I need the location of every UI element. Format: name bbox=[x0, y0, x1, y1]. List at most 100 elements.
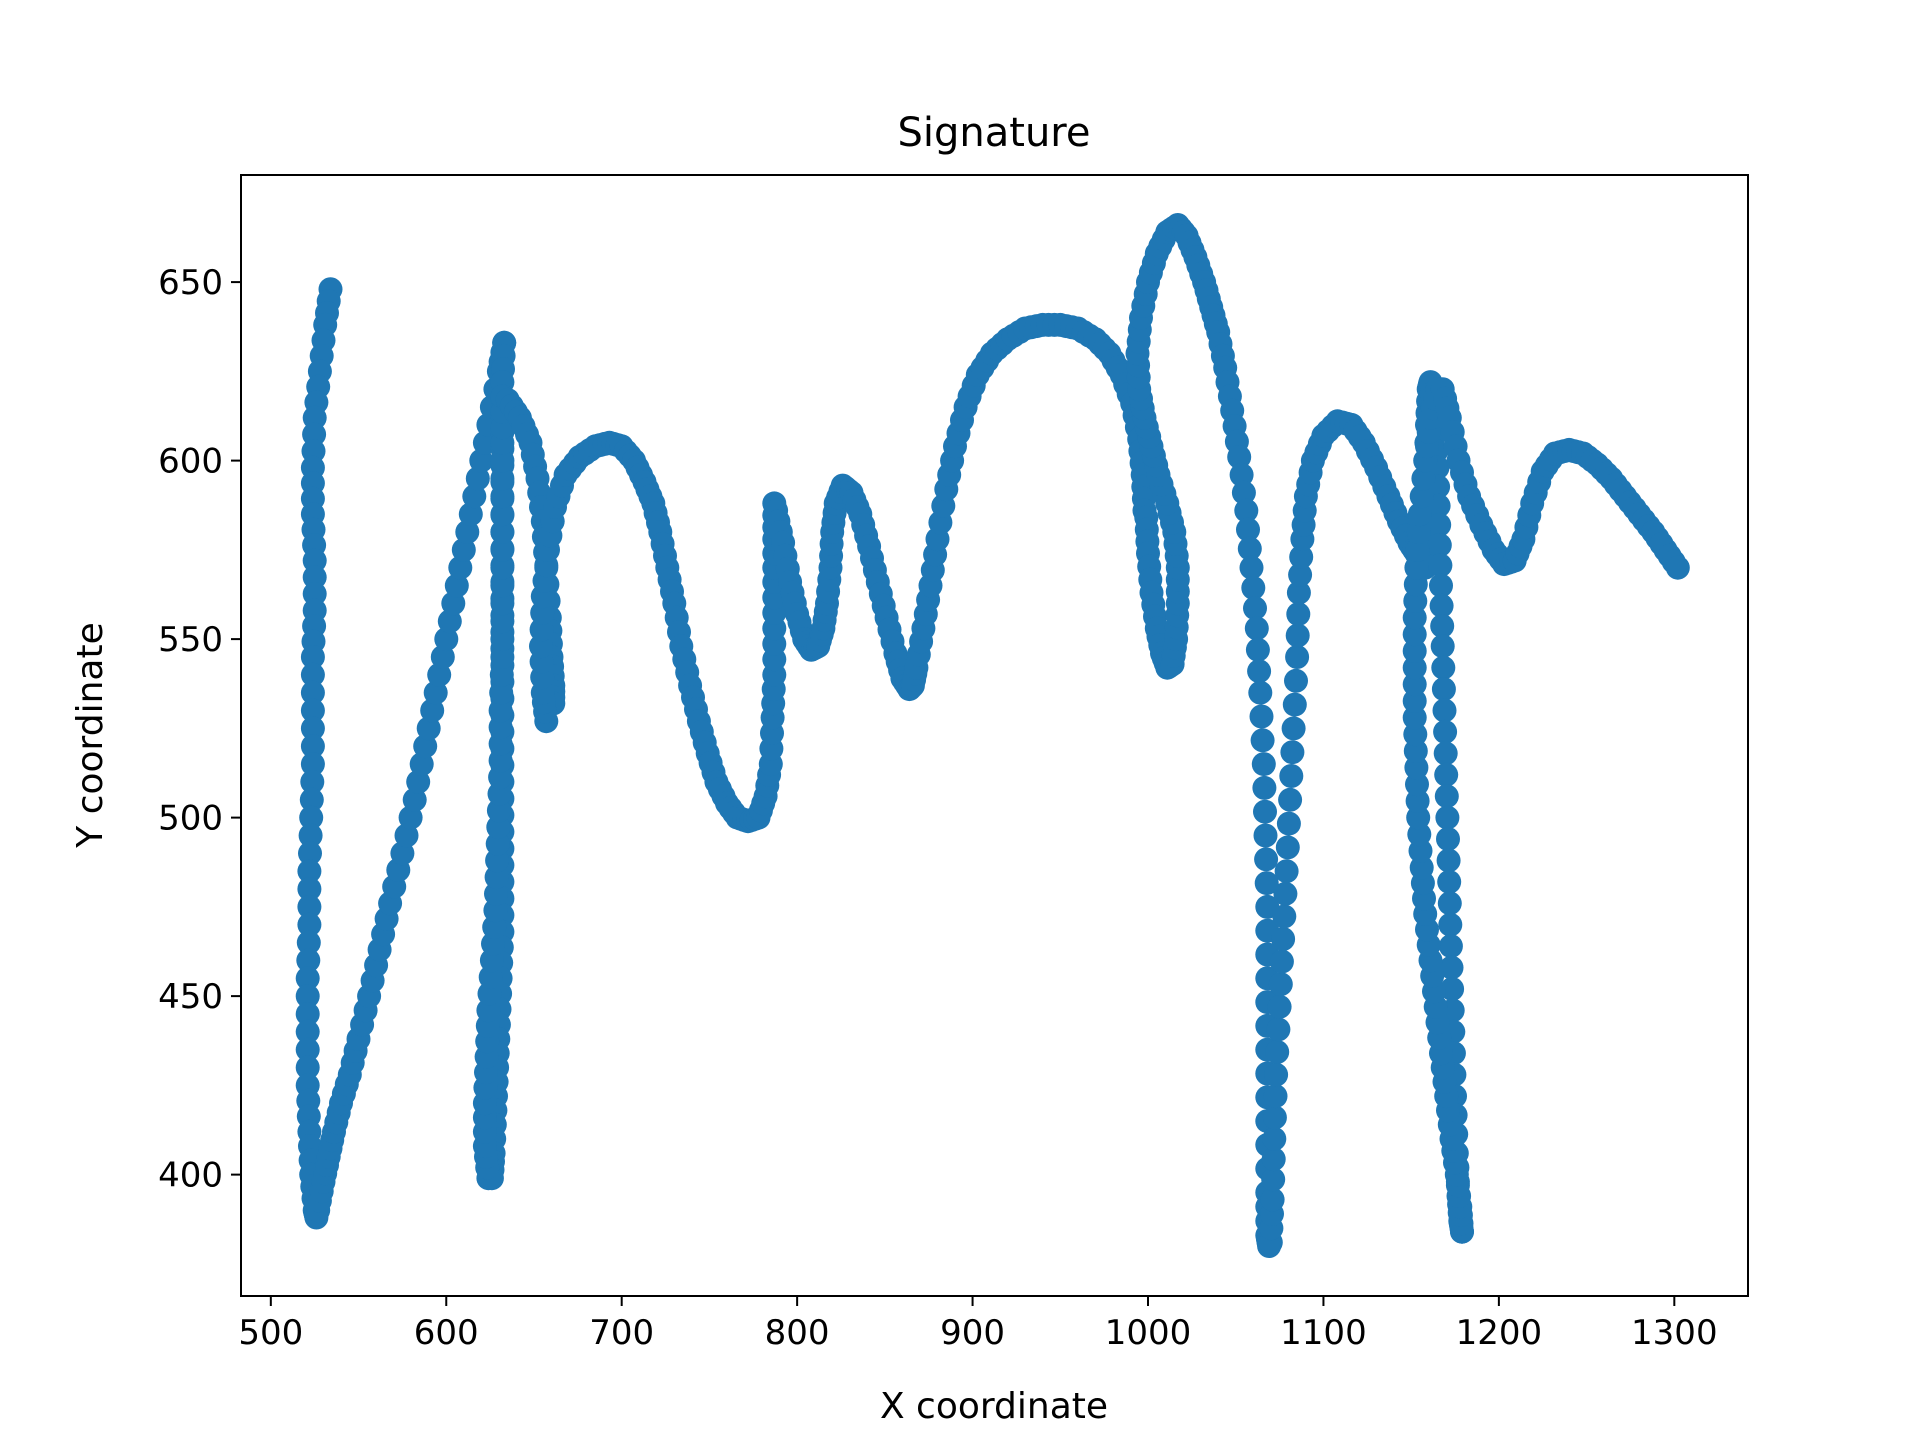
scatter-point bbox=[300, 698, 325, 723]
scatter-point bbox=[1231, 480, 1256, 505]
scatter-point bbox=[1254, 871, 1279, 896]
scatter-point bbox=[448, 555, 473, 580]
scatter-point bbox=[1253, 799, 1277, 824]
scatter-point bbox=[1271, 927, 1296, 951]
plot-marks bbox=[295, 213, 1690, 1258]
scatter-point bbox=[1278, 787, 1303, 812]
scatter-point bbox=[465, 466, 490, 491]
scatter-point bbox=[1249, 704, 1274, 729]
x-axis-ticks: 500 600 700 800 900 1000 1100 1200 1300 bbox=[238, 1296, 1718, 1353]
scatter-point bbox=[490, 645, 515, 669]
scatter-point bbox=[490, 520, 515, 544]
scatter-point bbox=[444, 573, 469, 598]
scatter-point bbox=[1263, 1084, 1288, 1109]
x-tick-label: 600 bbox=[414, 1313, 479, 1353]
scatter-point bbox=[1665, 555, 1690, 580]
scatter-point bbox=[1281, 716, 1306, 741]
scatter-point bbox=[402, 787, 427, 812]
scatter-point bbox=[1436, 827, 1460, 851]
scatter-point bbox=[1250, 728, 1275, 753]
scatter-point bbox=[1433, 719, 1458, 744]
y-tick-label: 450 bbox=[158, 977, 223, 1017]
scatter-point bbox=[490, 537, 515, 562]
scatter-point bbox=[1439, 955, 1464, 980]
scatter-point bbox=[1234, 498, 1259, 523]
scatter-point bbox=[406, 769, 431, 794]
scatter-point bbox=[1275, 835, 1300, 860]
scatter-point bbox=[1237, 536, 1262, 561]
scatter-point bbox=[1284, 668, 1308, 693]
scatter-point bbox=[1280, 740, 1305, 765]
scatter-point bbox=[300, 645, 325, 669]
scatter-point bbox=[413, 734, 438, 759]
scatter-point bbox=[1402, 705, 1427, 730]
scatter-point bbox=[489, 662, 514, 687]
scatter-point bbox=[297, 894, 322, 919]
scatter-point bbox=[490, 573, 515, 598]
scatter-point bbox=[1431, 677, 1456, 702]
scatter-point bbox=[490, 555, 515, 580]
scatter-point bbox=[1227, 445, 1252, 469]
scatter-point bbox=[295, 1037, 320, 1062]
scatter-point bbox=[490, 466, 515, 491]
scatter-point bbox=[1429, 593, 1454, 618]
scatter-point bbox=[1245, 637, 1270, 662]
scatter-point bbox=[300, 769, 325, 794]
scatter-point bbox=[299, 805, 324, 830]
scatter-point bbox=[1253, 823, 1278, 848]
scatter-point bbox=[1411, 466, 1436, 491]
scatter-point bbox=[1262, 1105, 1287, 1130]
scatter-point bbox=[1254, 847, 1279, 872]
scatter-point bbox=[490, 591, 515, 616]
scatter-point bbox=[1429, 573, 1453, 598]
scatter-point bbox=[488, 715, 513, 740]
scatter-point bbox=[296, 930, 321, 955]
scatter-point bbox=[1438, 934, 1463, 959]
scatter-point bbox=[1402, 689, 1427, 713]
scatter-point bbox=[427, 662, 452, 687]
scatter-point bbox=[1434, 762, 1459, 787]
scatter-point bbox=[302, 548, 327, 573]
scatter-point bbox=[1286, 580, 1311, 605]
scatter-point bbox=[1402, 672, 1427, 697]
scatter-point bbox=[490, 448, 515, 473]
scatter-point bbox=[1285, 645, 1310, 669]
scatter-point bbox=[298, 823, 323, 848]
scatter-point bbox=[1440, 977, 1465, 1001]
scatter-point bbox=[469, 448, 494, 473]
x-tick-label: 800 bbox=[765, 1313, 830, 1353]
x-tick-label: 500 bbox=[238, 1313, 303, 1353]
y-tick-label: 600 bbox=[158, 442, 223, 482]
scatter-point bbox=[1432, 698, 1457, 723]
scatter-point bbox=[1252, 775, 1277, 800]
x-tick-label: 1300 bbox=[1631, 1313, 1718, 1353]
scatter-point bbox=[1438, 912, 1463, 937]
scatter-point bbox=[300, 680, 325, 705]
scatter-point bbox=[1427, 512, 1452, 537]
scatter-point bbox=[451, 537, 476, 562]
scatter-point bbox=[302, 565, 327, 590]
chart-title: Signature bbox=[898, 110, 1091, 156]
scatter-point bbox=[1431, 655, 1456, 680]
scatter-point bbox=[1405, 537, 1430, 562]
y-tick-label: 400 bbox=[158, 1156, 223, 1196]
scatter-point bbox=[1268, 972, 1293, 997]
scatter-point bbox=[295, 984, 320, 1009]
scatter-point bbox=[434, 627, 459, 652]
x-tick-label: 1200 bbox=[1456, 1313, 1543, 1353]
y-tick-label: 650 bbox=[158, 263, 223, 303]
scatter-point bbox=[1427, 533, 1452, 558]
scatter-point bbox=[1273, 881, 1298, 906]
scatter-point bbox=[490, 627, 515, 652]
scatter-point bbox=[488, 748, 513, 773]
scatter-point bbox=[1241, 575, 1266, 600]
scatter-point bbox=[488, 698, 513, 723]
scatter-point bbox=[302, 581, 327, 606]
scatter-point bbox=[300, 662, 325, 687]
scatter-point bbox=[488, 731, 513, 756]
x-axis-label: X coordinate bbox=[880, 1386, 1108, 1427]
scatter-point bbox=[297, 912, 322, 937]
scatter-point bbox=[298, 841, 322, 866]
